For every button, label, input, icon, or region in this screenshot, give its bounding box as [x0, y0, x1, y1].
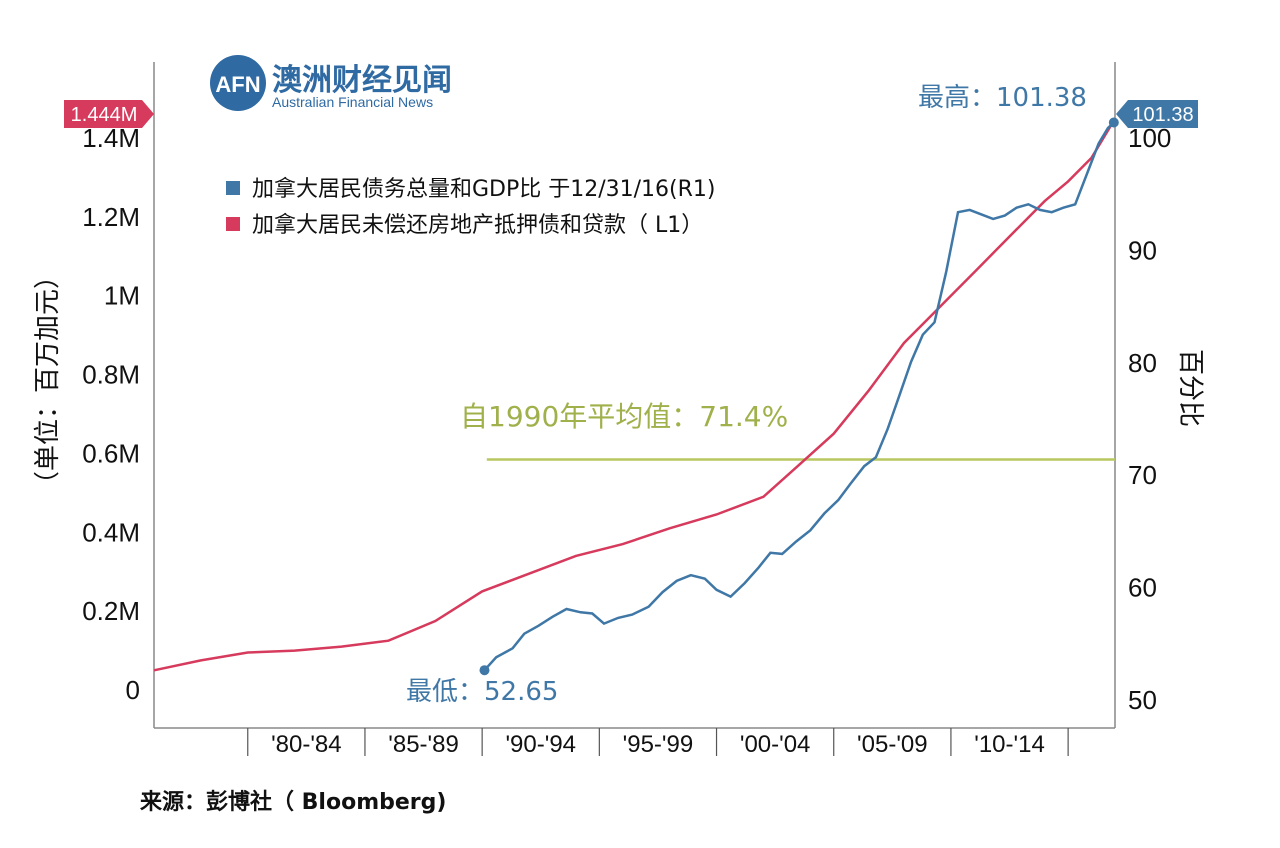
x-tick-label-5: '05-'09 — [857, 731, 928, 758]
afn-logo-icon — [210, 55, 266, 111]
x-tick-dividers — [247, 728, 1069, 756]
afn-logo-name-cn: 澳洲财经见闻 — [272, 63, 452, 98]
left-tick-label-6: 1.2M — [82, 202, 140, 232]
min-annotation: 最低：52.65 — [406, 677, 558, 707]
right-tick-label-3: 80 — [1128, 348, 1157, 378]
source-note: 来源：彭博社（ Bloomberg) — [140, 790, 447, 815]
legend: 加拿大居民债务总量和GDP比 于12/31/16(R1) 加拿大居民未偿还房地产… — [226, 176, 716, 238]
afn-logo-mark: AFN — [215, 72, 260, 97]
right-value-tag: 101.38 — [1116, 100, 1198, 128]
legend-label-debt-gdp: 加拿大居民债务总量和GDP比 于12/31/16(R1) — [252, 176, 716, 202]
x-tick-label-3: '95-'99 — [623, 731, 694, 758]
x-tick-labels: '80-'84 '85-'89 '90-'94 '95-'99 '00-'04 '05-'… — [271, 731, 1045, 758]
left-axis-title: （单位：百万加元） — [33, 263, 63, 497]
right-tick-label-4: 90 — [1128, 235, 1157, 265]
left-value-tag-text: 1.444M — [71, 104, 138, 126]
left-tick-label-4: 0.8M — [82, 360, 140, 390]
max-point-marker — [1108, 117, 1119, 128]
series-debt-gdp-line — [483, 121, 1115, 672]
right-axis-title: 百分比 — [1175, 349, 1205, 427]
left-tick-label-5: 1M — [104, 281, 140, 311]
x-tick-label-0: '80-'84 — [271, 731, 342, 758]
left-tick-label-2: 0.4M — [82, 517, 140, 547]
right-tick-label-1: 60 — [1128, 573, 1157, 603]
afn-logo-name-en: Australian Financial News — [272, 94, 433, 110]
left-value-tag: 1.444M — [64, 100, 154, 128]
right-tick-label-2: 70 — [1128, 460, 1157, 490]
afn-logo: AFN 澳洲财经见闻 Australian Financial News — [210, 55, 452, 111]
legend-label-mortgage: 加拿大居民未偿还房地产抵押债和贷款（ L1） — [252, 212, 703, 238]
min-point-marker — [479, 665, 490, 676]
right-value-tag-text: 101.38 — [1132, 104, 1193, 126]
legend-swatch-debt-gdp — [226, 181, 240, 195]
average-annotation: 自1990年平均值：71.4% — [460, 400, 788, 433]
left-tick-label-3: 0.6M — [82, 438, 140, 468]
series-mortgage-line — [153, 120, 1115, 672]
legend-swatch-mortgage — [226, 217, 240, 231]
right-tick-label-0: 50 — [1128, 685, 1157, 715]
x-tick-label-2: '90-'94 — [505, 731, 576, 758]
x-tick-label-6: '10-'14 — [974, 731, 1045, 758]
x-tick-label-4: '00-'04 — [740, 731, 811, 758]
right-value-tag-shape — [1116, 100, 1198, 128]
left-tick-label-1: 0.2M — [82, 596, 140, 626]
max-annotation: 最高：101.38 — [918, 83, 1087, 113]
x-tick-label-1: '85-'89 — [388, 731, 459, 758]
left-value-tag-shape — [64, 100, 154, 128]
left-tick-label-0: 0 — [126, 675, 140, 705]
